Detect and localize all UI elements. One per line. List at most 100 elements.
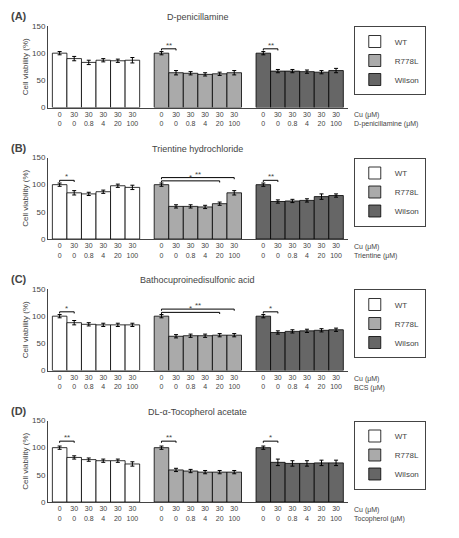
svg-text:R778L: R778L xyxy=(395,451,419,460)
svg-text:(D): (D) xyxy=(11,405,27,417)
svg-text:00: 00 xyxy=(58,242,62,258)
svg-text:150: 150 xyxy=(32,153,46,162)
svg-text:3020: 3020 xyxy=(216,505,224,521)
svg-text:Cell viability (%): Cell viability (%) xyxy=(21,38,30,95)
svg-text:300: 300 xyxy=(172,505,180,521)
svg-text:Wilson: Wilson xyxy=(395,76,419,85)
svg-text:300.8: 300.8 xyxy=(84,505,94,521)
svg-text:300: 300 xyxy=(274,374,282,390)
svg-text:300.8: 300.8 xyxy=(288,242,298,258)
svg-text:300: 300 xyxy=(274,242,282,258)
svg-text:**: ** xyxy=(166,41,172,50)
svg-text:300.8: 300.8 xyxy=(186,374,196,390)
svg-text:300.8: 300.8 xyxy=(288,505,298,521)
svg-text:0: 0 xyxy=(41,366,46,375)
svg-text:3020: 3020 xyxy=(318,505,326,521)
svg-text:**: ** xyxy=(268,41,274,50)
svg-text:Cell viability (%): Cell viability (%) xyxy=(21,301,30,358)
svg-text:**: ** xyxy=(64,433,70,442)
svg-text:30100: 30100 xyxy=(127,111,139,127)
svg-text:3020: 3020 xyxy=(318,111,326,127)
svg-text:Wilson: Wilson xyxy=(395,470,419,479)
svg-text:300: 300 xyxy=(274,505,282,521)
svg-text:50: 50 xyxy=(36,76,45,85)
svg-text:*: * xyxy=(189,304,192,313)
svg-text:150: 150 xyxy=(32,22,46,31)
svg-text:R778L: R778L xyxy=(395,57,419,66)
svg-text:3020: 3020 xyxy=(216,374,224,390)
svg-text:100: 100 xyxy=(32,312,46,321)
svg-text:*: * xyxy=(189,173,192,182)
svg-text:3020: 3020 xyxy=(114,374,122,390)
svg-text:(A): (A) xyxy=(11,10,27,22)
svg-text:3020: 3020 xyxy=(318,242,326,258)
svg-text:150: 150 xyxy=(32,416,46,425)
svg-text:150: 150 xyxy=(32,285,46,294)
svg-text:30100: 30100 xyxy=(330,242,342,258)
svg-text:3020: 3020 xyxy=(114,111,122,127)
svg-text:**: ** xyxy=(195,170,201,179)
svg-text:0: 0 xyxy=(41,498,46,507)
svg-text:R778L: R778L xyxy=(395,320,419,329)
svg-text:300: 300 xyxy=(70,111,78,127)
svg-text:00: 00 xyxy=(261,242,265,258)
svg-text:304: 304 xyxy=(303,374,311,390)
svg-text:304: 304 xyxy=(303,111,311,127)
svg-text:304: 304 xyxy=(201,505,209,521)
svg-text:00: 00 xyxy=(160,111,164,127)
svg-text:WT: WT xyxy=(395,301,408,310)
svg-text:300.8: 300.8 xyxy=(186,242,196,258)
svg-text:**: ** xyxy=(268,172,274,181)
svg-text:300.8: 300.8 xyxy=(186,505,196,521)
svg-text:DL-α-Tocopherol acetate: DL-α-Tocopherol acetate xyxy=(148,407,247,417)
svg-text:WT: WT xyxy=(395,169,408,178)
svg-text:30100: 30100 xyxy=(330,111,342,127)
svg-text:3020: 3020 xyxy=(114,505,122,521)
svg-text:30100: 30100 xyxy=(228,505,240,521)
svg-text:30100: 30100 xyxy=(127,242,139,258)
svg-text:Cell viability (%): Cell viability (%) xyxy=(21,169,30,226)
svg-text:304: 304 xyxy=(99,242,107,258)
svg-text:300.8: 300.8 xyxy=(288,111,298,127)
svg-text:300: 300 xyxy=(172,242,180,258)
svg-text:304: 304 xyxy=(303,505,311,521)
svg-text:100: 100 xyxy=(32,49,46,58)
svg-text:Trientine hydrochloride: Trientine hydrochloride xyxy=(152,144,243,154)
svg-text:300: 300 xyxy=(172,111,180,127)
svg-text:300.8: 300.8 xyxy=(84,111,94,127)
svg-text:304: 304 xyxy=(303,242,311,258)
svg-text:300: 300 xyxy=(274,111,282,127)
svg-text:3020: 3020 xyxy=(216,242,224,258)
svg-text:30100: 30100 xyxy=(330,374,342,390)
svg-text:304: 304 xyxy=(99,505,107,521)
svg-text:Bathocuproinedisulfonic acid: Bathocuproinedisulfonic acid xyxy=(140,275,255,285)
svg-text:D-penicillamine: D-penicillamine xyxy=(167,12,229,22)
svg-text:Cell viability (%): Cell viability (%) xyxy=(21,432,30,489)
svg-text:Cu (μM): Cu (μM) xyxy=(354,243,379,251)
svg-text:300.8: 300.8 xyxy=(288,374,298,390)
svg-text:Tocopherol (μM): Tocopherol (μM) xyxy=(354,515,405,523)
svg-text:WT: WT xyxy=(395,38,408,47)
svg-text:30100: 30100 xyxy=(127,505,139,521)
svg-text:3020: 3020 xyxy=(114,242,122,258)
svg-text:(B): (B) xyxy=(11,142,27,154)
svg-text:50: 50 xyxy=(36,471,45,480)
svg-text:304: 304 xyxy=(99,374,107,390)
svg-text:100: 100 xyxy=(32,443,46,452)
svg-text:Cu (μM): Cu (μM) xyxy=(354,375,379,383)
svg-text:00: 00 xyxy=(58,505,62,521)
svg-text:**: ** xyxy=(166,433,172,442)
svg-text:**: ** xyxy=(195,301,201,310)
svg-text:Wilson: Wilson xyxy=(395,339,419,348)
svg-text:30100: 30100 xyxy=(127,374,139,390)
svg-text:Cu (μM): Cu (μM) xyxy=(354,506,379,514)
svg-text:00: 00 xyxy=(58,111,62,127)
svg-text:300: 300 xyxy=(70,505,78,521)
svg-text:300.8: 300.8 xyxy=(84,374,94,390)
svg-text:*: * xyxy=(65,172,68,181)
svg-text:(C): (C) xyxy=(11,273,27,285)
svg-text:00: 00 xyxy=(160,242,164,258)
svg-text:300: 300 xyxy=(172,374,180,390)
svg-text:00: 00 xyxy=(261,111,265,127)
svg-text:300.8: 300.8 xyxy=(84,242,94,258)
